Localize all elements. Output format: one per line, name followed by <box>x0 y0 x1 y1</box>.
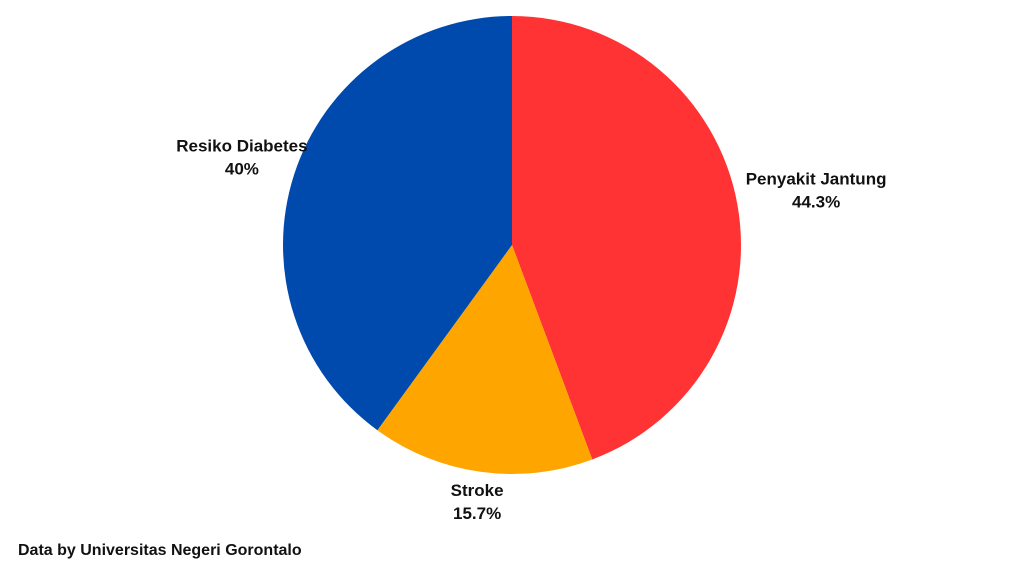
slice-name-label: Penyakit Jantung <box>746 170 887 189</box>
pie-slice-penyakit-jantung <box>512 16 741 460</box>
slice-value-label: 40% <box>225 160 259 179</box>
slice-name-label: Stroke <box>451 481 504 500</box>
slice-value-label: 44.3% <box>792 193 840 212</box>
source-credit: Data by Universitas Negeri Gorontalo <box>18 542 302 559</box>
slice-labels: Penyakit Jantung 44.3% Stroke 15.7% Resiko D… <box>176 137 886 523</box>
pie-slice-stroke <box>377 245 593 474</box>
pie-slice-resiko-diabetes <box>283 16 512 431</box>
slice-value-label: 15.7% <box>453 504 501 523</box>
pie-slices <box>283 16 741 474</box>
slice-name-label: Resiko Diabetes <box>176 137 307 156</box>
